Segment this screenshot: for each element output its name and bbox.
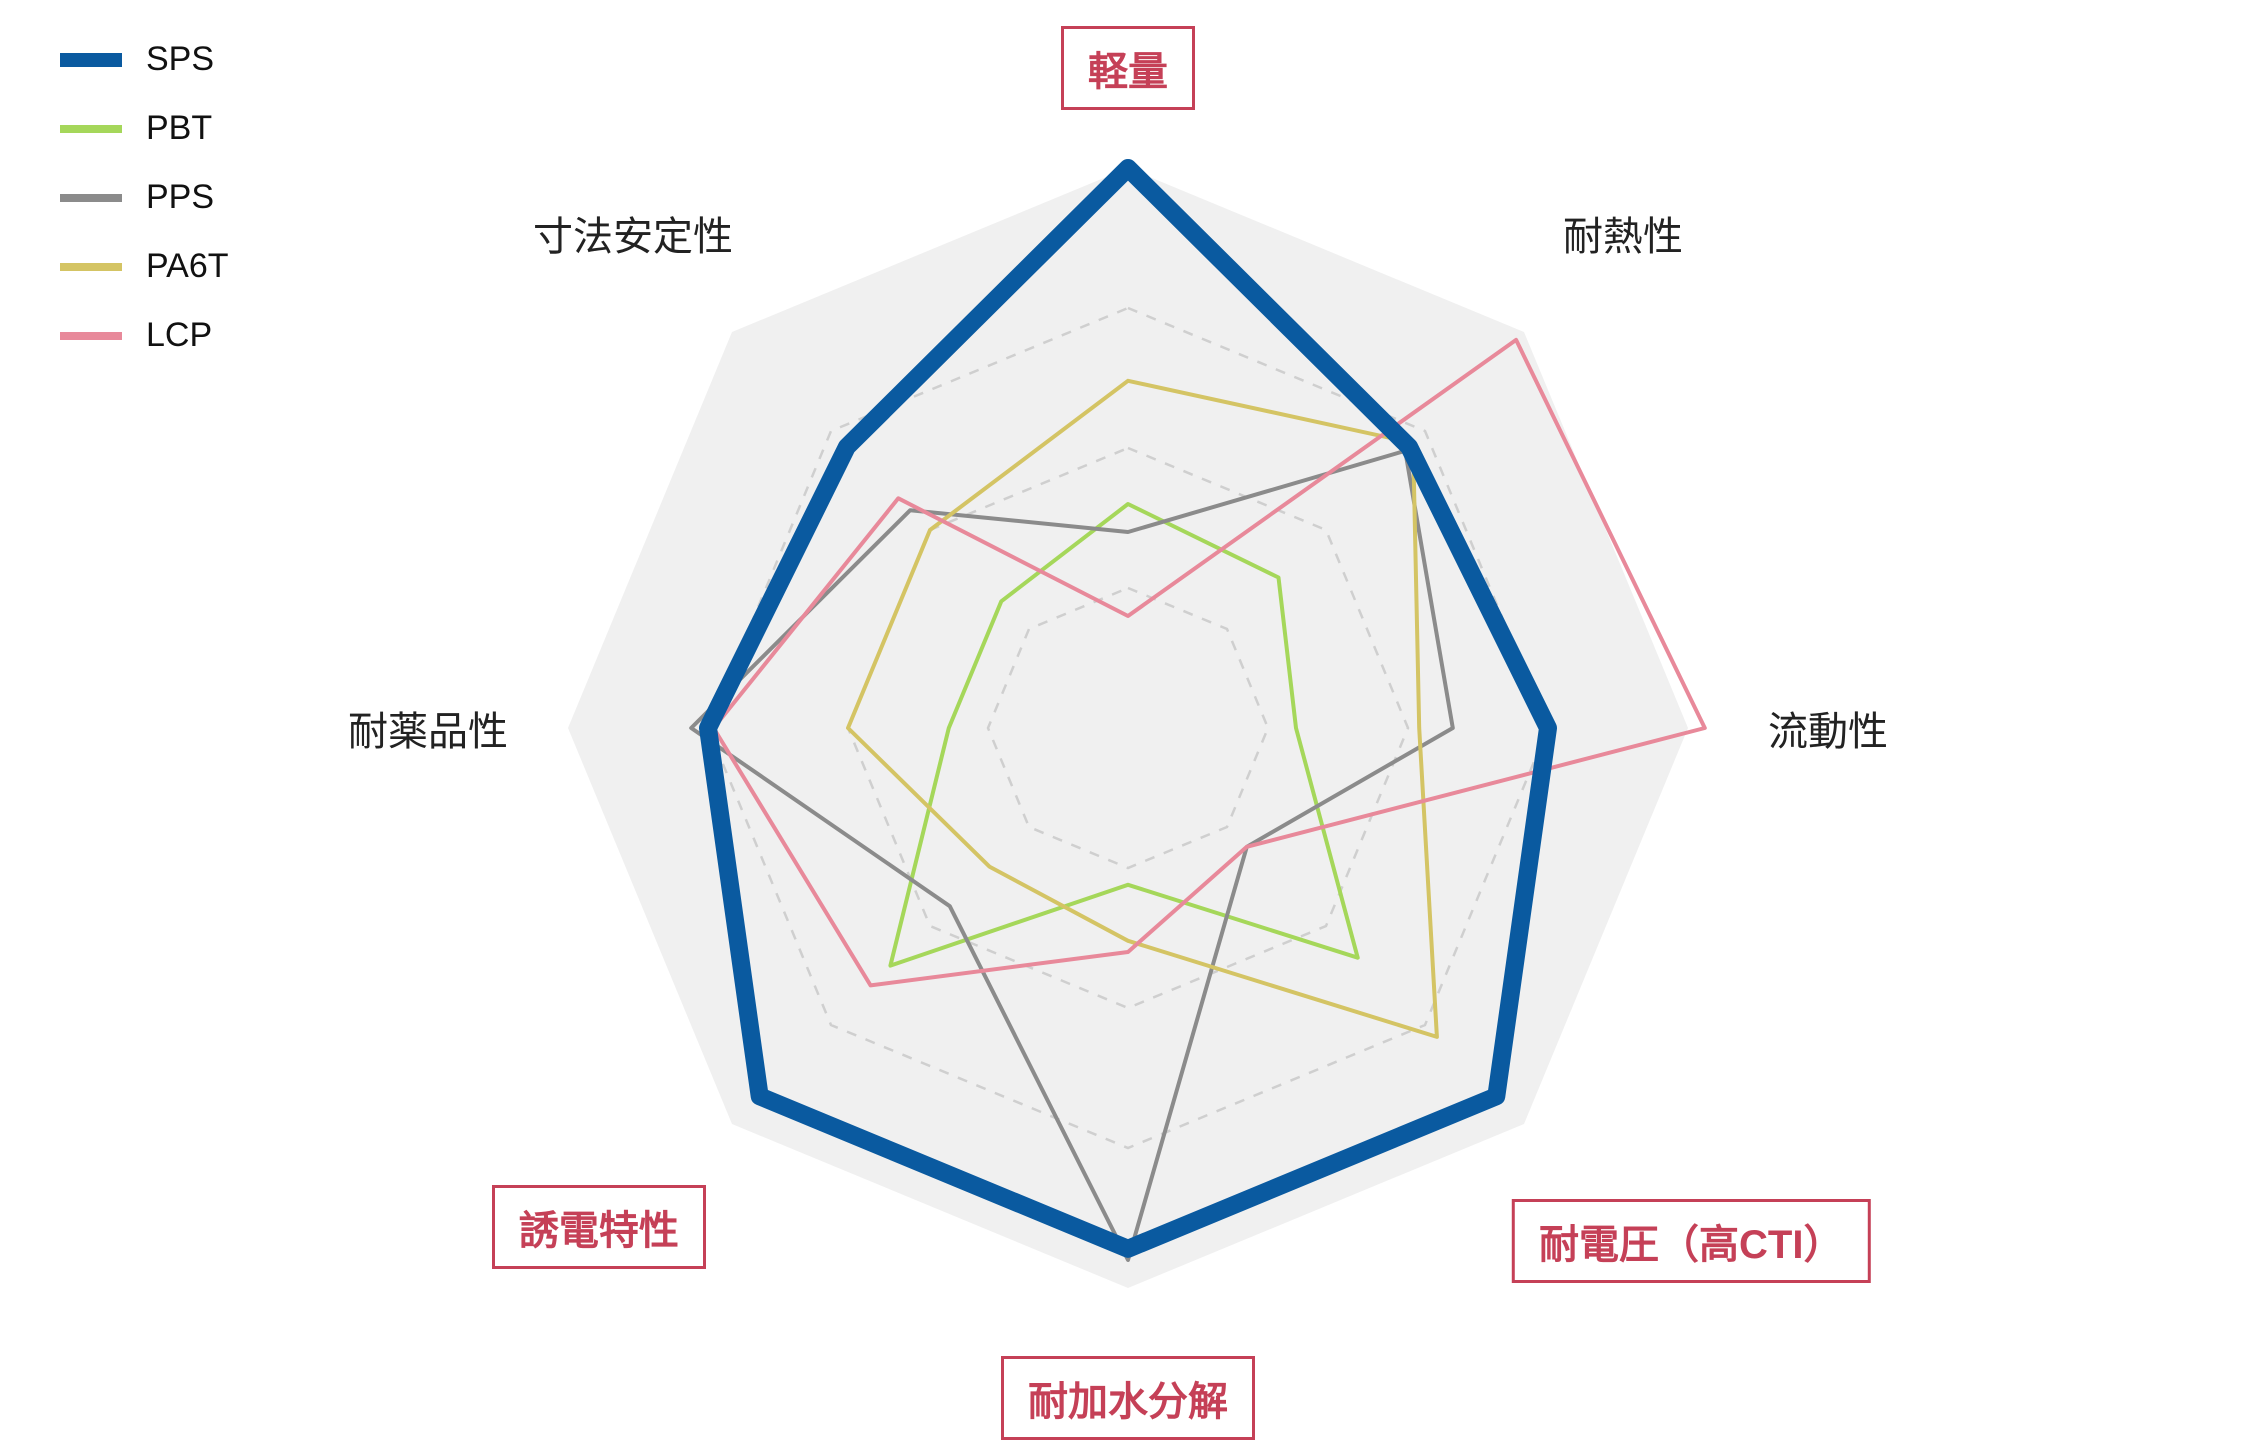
axis-label-cti: 耐電圧（高CTI） bbox=[1512, 1199, 1870, 1283]
legend-item-LCP: LCP bbox=[60, 316, 229, 355]
legend-swatch bbox=[60, 125, 122, 133]
axis-label-hydrolysis: 耐加水分解 bbox=[1001, 1356, 1255, 1440]
axis-label-lightweight: 軽量 bbox=[1061, 26, 1195, 110]
legend-label: PPS bbox=[146, 178, 214, 217]
axis-label-dimension: 寸法安定性 bbox=[533, 204, 733, 262]
radar-chart-container: SPS PBT PPS PA6T LCP 軽量耐熱性流動性耐電圧（高CTI） 耐加水分解 誘… bbox=[0, 0, 2256, 1456]
legend-label: PBT bbox=[146, 109, 212, 148]
radar-chart-svg bbox=[0, 0, 2256, 1456]
legend-item-PBT: PBT bbox=[60, 109, 229, 148]
legend-item-SPS: SPS bbox=[60, 40, 229, 79]
legend: SPS PBT PPS PA6T LCP bbox=[60, 40, 229, 385]
plot-background bbox=[568, 168, 1688, 1288]
legend-label: PA6T bbox=[146, 247, 229, 286]
legend-label: SPS bbox=[146, 40, 214, 79]
axis-label-heat: 耐熱性 bbox=[1563, 204, 1683, 262]
axis-label-chemical: 耐薬品性 bbox=[348, 699, 508, 757]
legend-item-PPS: PPS bbox=[60, 178, 229, 217]
legend-swatch bbox=[60, 194, 122, 202]
legend-swatch bbox=[60, 332, 122, 340]
axis-label-fluidity: 流動性 bbox=[1768, 699, 1888, 757]
legend-swatch bbox=[60, 263, 122, 271]
legend-swatch bbox=[60, 53, 122, 67]
axis-label-dielectric: 誘電特性 bbox=[492, 1185, 706, 1269]
legend-label: LCP bbox=[146, 316, 212, 355]
legend-item-PA6T: PA6T bbox=[60, 247, 229, 286]
